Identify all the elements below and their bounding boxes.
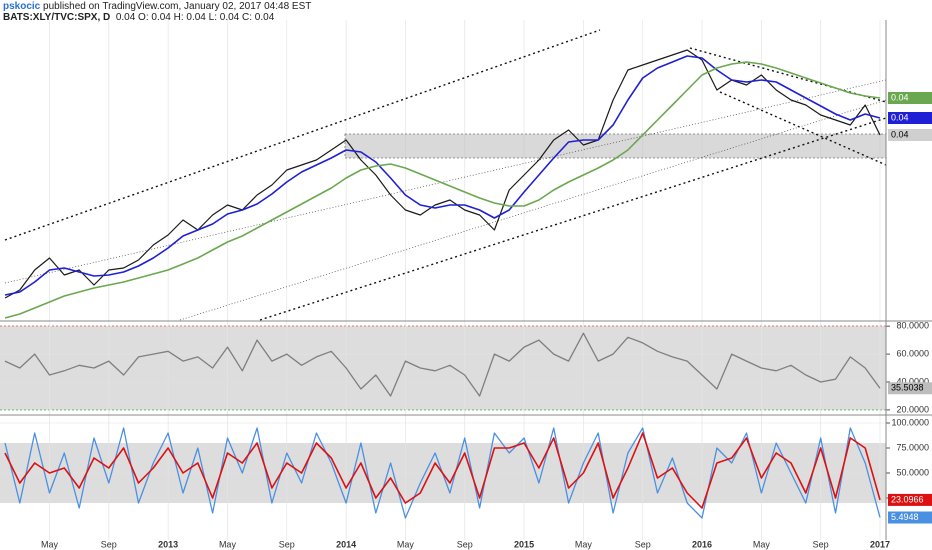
y-tick-label: 20.0000 — [896, 404, 929, 414]
author: pskocic — [3, 1, 41, 12]
channel-line — [4, 29, 601, 241]
range-box — [344, 133, 886, 159]
price-tag — [888, 511, 932, 524]
x-tick-label: May — [753, 539, 771, 549]
price-tag-label: 0.04 — [891, 92, 909, 102]
y-tick-label: 60.0000 — [896, 348, 929, 358]
series-line — [4, 432, 881, 509]
price-tag-label: 5.4948 — [891, 512, 919, 522]
plot-area — [4, 49, 881, 519]
channel-line — [719, 91, 886, 166]
y-tick-label: 40.0000 — [896, 376, 929, 386]
x-tick-label: May — [397, 539, 415, 549]
x-tick-label: May — [219, 539, 237, 549]
channel-line — [179, 99, 886, 321]
series-line — [4, 55, 881, 296]
x-tick-label: Sep — [457, 539, 473, 549]
x-tick-label: 2015 — [514, 539, 534, 549]
x-tick-label: 2017 — [870, 539, 890, 549]
price-tag — [888, 382, 932, 395]
quote: 0.04 O: 0.04 H: 0.04 L: 0.04 C: 0.04 — [115, 12, 275, 23]
price-tag — [888, 493, 932, 506]
price-tag-label: 0.04 — [891, 112, 909, 122]
x-tick-label: Sep — [635, 539, 651, 549]
axis-panel — [886, 20, 932, 550]
y-tick-label: 50.0000 — [896, 467, 929, 477]
x-tick-label: Sep — [101, 539, 117, 549]
x-tick-label: May — [41, 539, 59, 549]
x-tick-label: May — [575, 539, 593, 549]
x-tick-label: 2013 — [158, 539, 178, 549]
price-tag-label: 35.5038 — [891, 383, 924, 393]
channel-line — [4, 79, 886, 284]
x-tick-label: Sep — [279, 539, 295, 549]
price-tag — [888, 112, 932, 124]
header: pskocic published on TradingView.com, Ja… — [3, 1, 311, 23]
drawings — [4, 29, 886, 321]
y-tick-label: 80.0000 — [896, 321, 929, 331]
x-tick-label: 2014 — [336, 539, 356, 549]
symbol: BATS:XLY/TVC:SPX, D — [3, 12, 111, 23]
price-tag — [888, 92, 932, 104]
y-tick-label: 75.0000 — [896, 442, 929, 452]
channel-line — [689, 47, 886, 103]
right-axis: 20.000040.000060.000080.000025.000050.00… — [885, 20, 932, 540]
y-tick-label: 100.0000 — [891, 417, 929, 427]
price-tag-label: 23.0966 — [891, 494, 924, 504]
x-tick-label: Sep — [813, 539, 829, 549]
series-line — [4, 61, 881, 319]
price-tag-label: 0.04 — [891, 129, 909, 139]
published: published on TradingView.com, January 02… — [43, 1, 312, 12]
x-tick-label: 2016 — [692, 539, 712, 549]
series-line — [4, 332, 881, 397]
price-tag — [888, 129, 932, 141]
